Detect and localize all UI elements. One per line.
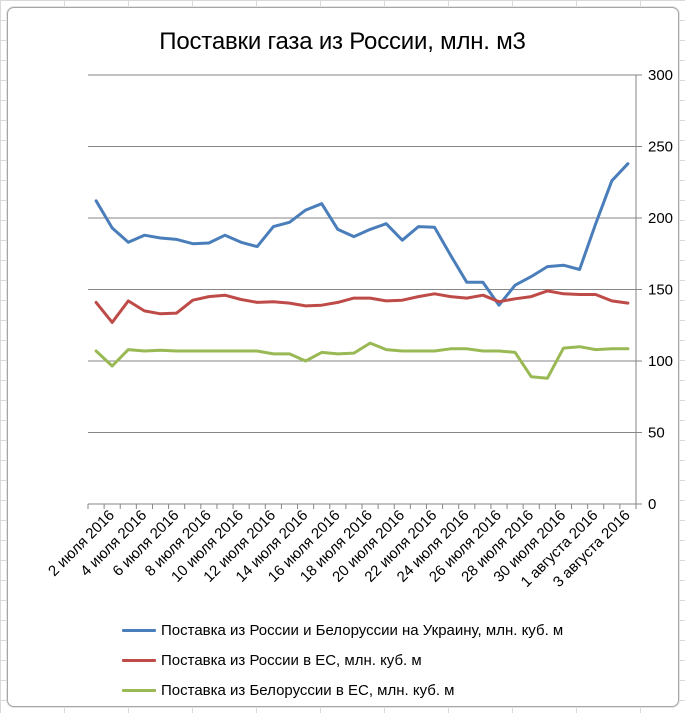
y-tick-label: 250: [648, 139, 673, 156]
y-tick-label: 0: [648, 496, 656, 513]
y-tick-label: 200: [648, 210, 673, 227]
legend-item-belarus-eu: Поставка из Белоруссии в ЕС, млн. куб. м: [122, 675, 563, 705]
series-line-2: [94, 341, 630, 380]
y-tick-label: 100: [648, 353, 673, 370]
data-series: [94, 162, 630, 380]
legend-label: Поставка из России и Белоруссии на Украи…: [161, 621, 564, 639]
chart-title: Поставки газа из России, млн. м3: [159, 28, 526, 55]
legend-item-russia-eu: Поставка из России в ЕС, млн. куб. м: [122, 645, 563, 675]
y-tick-label: 50: [648, 425, 665, 442]
legend-label: Поставка из Белоруссии в ЕС, млн. куб. м: [161, 681, 455, 699]
legend-swatch-green: [122, 688, 156, 692]
series-line-0: [94, 162, 630, 307]
legend: Поставка из России и Белоруссии на Украи…: [122, 615, 563, 705]
legend-item-ukraine: Поставка из России и Белоруссии на Украи…: [122, 615, 563, 645]
axes: [87, 74, 642, 509]
legend-swatch-red: [122, 658, 156, 662]
y-axis-labels: 0 50 100 150 200 250 300: [648, 67, 673, 513]
series-line-1: [94, 289, 630, 324]
gridlines: [88, 74, 636, 433]
y-tick-label: 150: [648, 282, 673, 299]
legend-label: Поставка из России в ЕС, млн. куб. м: [161, 651, 422, 669]
legend-swatch-blue: [122, 628, 156, 632]
y-tick-label: 300: [648, 67, 673, 84]
